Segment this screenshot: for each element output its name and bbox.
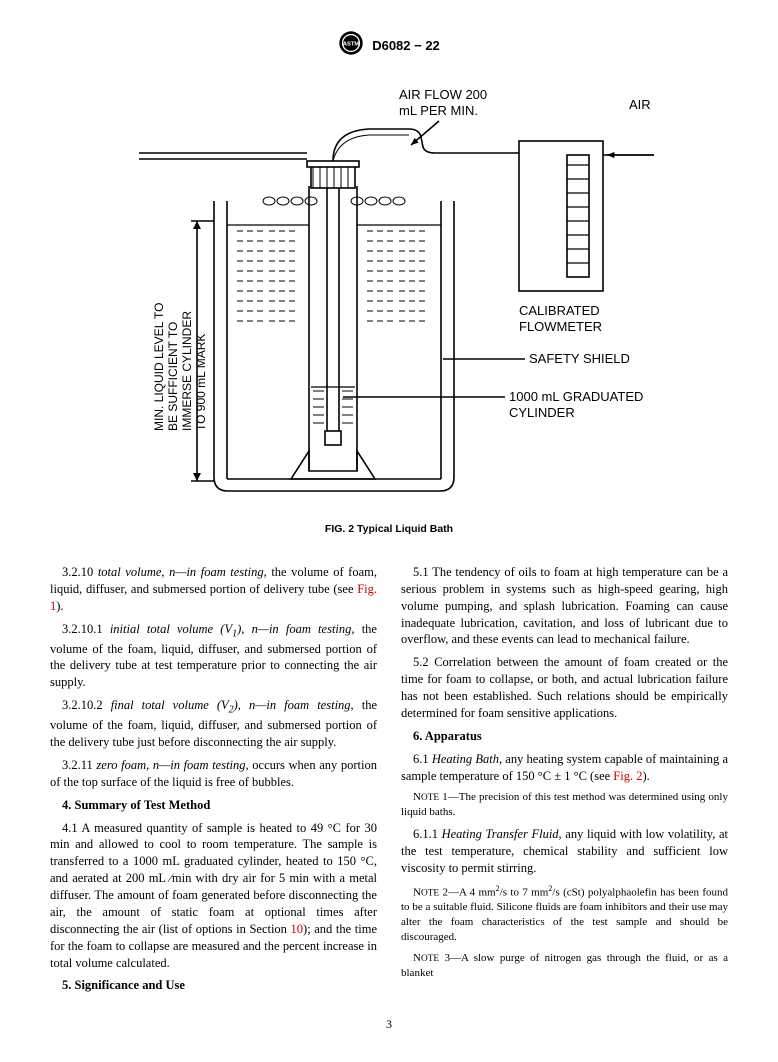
para-6-1: 6.1 Heating Bath, any heating system cap… [401, 751, 728, 785]
para-3-2-10-1: 3.2.10.1 initial total volume (V1), n—in… [50, 621, 377, 692]
heading-6: 6. Apparatus [401, 728, 728, 745]
svg-text:SAFETY SHIELD: SAFETY SHIELD [529, 351, 630, 366]
heading-4: 4. Summary of Test Method [50, 797, 377, 814]
para-3-2-10-2: 3.2.10.2 final total volume (V2), n—in f… [50, 697, 377, 751]
para-6-1-1: 6.1.1 Heating Transfer Fluid, any liquid… [401, 826, 728, 877]
page-number: 3 [50, 1016, 728, 1032]
svg-text:MIN. LIQUID LEVEL TO: MIN. LIQUID LEVEL TO [152, 302, 166, 430]
svg-text:IMMERSE CYLINDER: IMMERSE CYLINDER [180, 311, 194, 431]
para-3-2-10: 3.2.10 total volume, n—in foam testing, … [50, 564, 377, 615]
heading-5: 5. Significance and Use [50, 977, 377, 994]
svg-text:ASTM: ASTM [343, 42, 360, 48]
document-id: D6082 − 22 [372, 37, 440, 55]
svg-text:FLOWMETER: FLOWMETER [519, 319, 602, 334]
figure-2: AIR FLOW 200mL PER MIN. AIR CALIBRATEDFLOW… [50, 71, 728, 536]
para-5-1: 5.1 The tendency of oils to foam at high… [401, 564, 728, 648]
figure-caption: FIG. 2 Typical Liquid Bath [50, 522, 728, 536]
para-4-1: 4.1 A measured quantity of sample is hea… [50, 820, 377, 972]
para-5-2: 5.2 Correlation between the amount of fo… [401, 654, 728, 722]
svg-text:BE SUFFICIENT TO: BE SUFFICIENT TO [166, 322, 180, 431]
note-3: NOTE 3—A slow purge of nitrogen gas thro… [401, 951, 728, 981]
svg-text:CYLINDER: CYLINDER [509, 405, 575, 420]
note-1: NOTE 1—The precision of this test method… [401, 790, 728, 820]
page-header: ASTM D6082 − 22 [50, 30, 728, 61]
svg-text:AIR: AIR [629, 97, 651, 112]
svg-text:TO 900 mL MARK: TO 900 mL MARK [194, 334, 208, 431]
svg-text:1000 mL GRADUATED: 1000 mL GRADUATED [509, 389, 643, 404]
svg-text:AIR FLOW 200: AIR FLOW 200 [399, 87, 487, 102]
body-columns: 3.2.10 total volume, n—in foam testing, … [50, 564, 728, 994]
para-3-2-11: 3.2.11 zero foam, n—in foam testing, occ… [50, 757, 377, 791]
liquid-bath-diagram: AIR FLOW 200mL PER MIN. AIR CALIBRATEDFLOW… [109, 71, 669, 511]
svg-text:mL PER MIN.: mL PER MIN. [399, 103, 478, 118]
note-2: NOTE 2—A 4 mm2/s to 7 mm2/s (cSt) polyal… [401, 883, 728, 945]
astm-logo-icon: ASTM [338, 30, 364, 61]
svg-text:CALIBRATED: CALIBRATED [519, 303, 600, 318]
